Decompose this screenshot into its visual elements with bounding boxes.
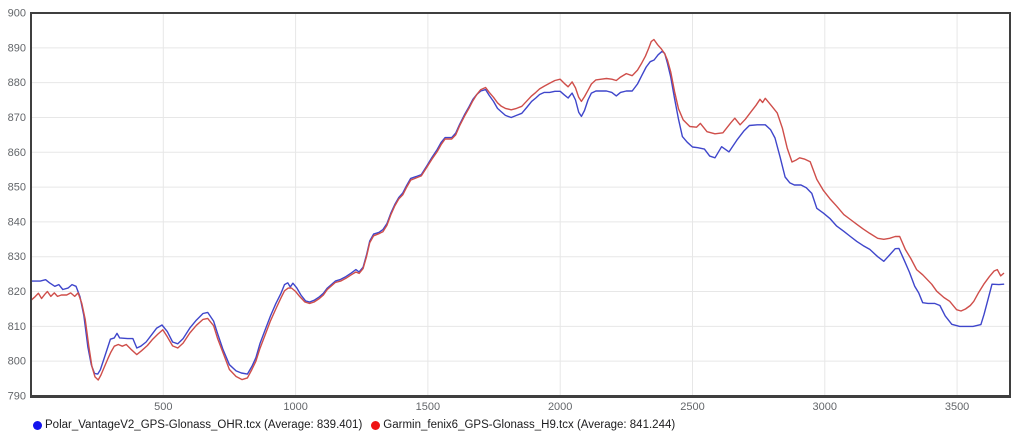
y-tick-label: 890 <box>8 42 26 54</box>
elevation-chart[interactable]: 790 800 810 820 830 840 850 860 870 880 890 900 500 1… <box>0 0 1020 413</box>
y-tick-label: 790 <box>8 391 26 403</box>
y-tick-label: 850 <box>8 182 26 194</box>
legend-label-garmin: Garmin_fenix6_GPS-Glonass_H9.tcx (Averag… <box>383 419 676 431</box>
y-tick-label: 820 <box>8 286 26 298</box>
x-tick-label: 3500 <box>945 401 969 413</box>
series-line-polar <box>30 50 1005 375</box>
polar-series-dot-icon <box>33 420 42 430</box>
legend-label-polar: Polar_VantageV2_GPS-Glonass_OHR.tcx (Ave… <box>45 419 363 431</box>
x-tick-label: 1000 <box>283 401 307 413</box>
y-tick-label: 810 <box>8 321 26 333</box>
plot-border <box>30 12 1011 397</box>
y-tick-label: 800 <box>8 356 26 368</box>
y-tick-label: 860 <box>8 147 26 159</box>
y-tick-label: 900 <box>8 8 26 20</box>
x-tick-label: 2500 <box>680 401 704 413</box>
y-tick-label: 830 <box>8 251 26 263</box>
x-tick-label: 2000 <box>548 401 572 413</box>
chart-legend: Polar_VantageV2_GPS-Glonass_OHR.tcx (Ave… <box>0 419 1020 431</box>
series-line-garmin <box>30 38 1005 381</box>
legend-item-polar[interactable]: Polar_VantageV2_GPS-Glonass_OHR.tcx (Ave… <box>33 419 362 431</box>
y-tick-label: 870 <box>8 112 26 124</box>
x-tick-label: 1500 <box>416 401 440 413</box>
garmin-series-dot-icon <box>371 420 381 430</box>
legend-item-garmin[interactable]: Garmin_fenix6_GPS-Glonass_H9.tcx (Averag… <box>371 419 675 431</box>
x-tick-label: 3000 <box>813 401 837 413</box>
y-tick-label: 840 <box>8 216 26 228</box>
x-tick-label: 500 <box>154 401 172 413</box>
y-tick-label: 880 <box>8 77 26 89</box>
